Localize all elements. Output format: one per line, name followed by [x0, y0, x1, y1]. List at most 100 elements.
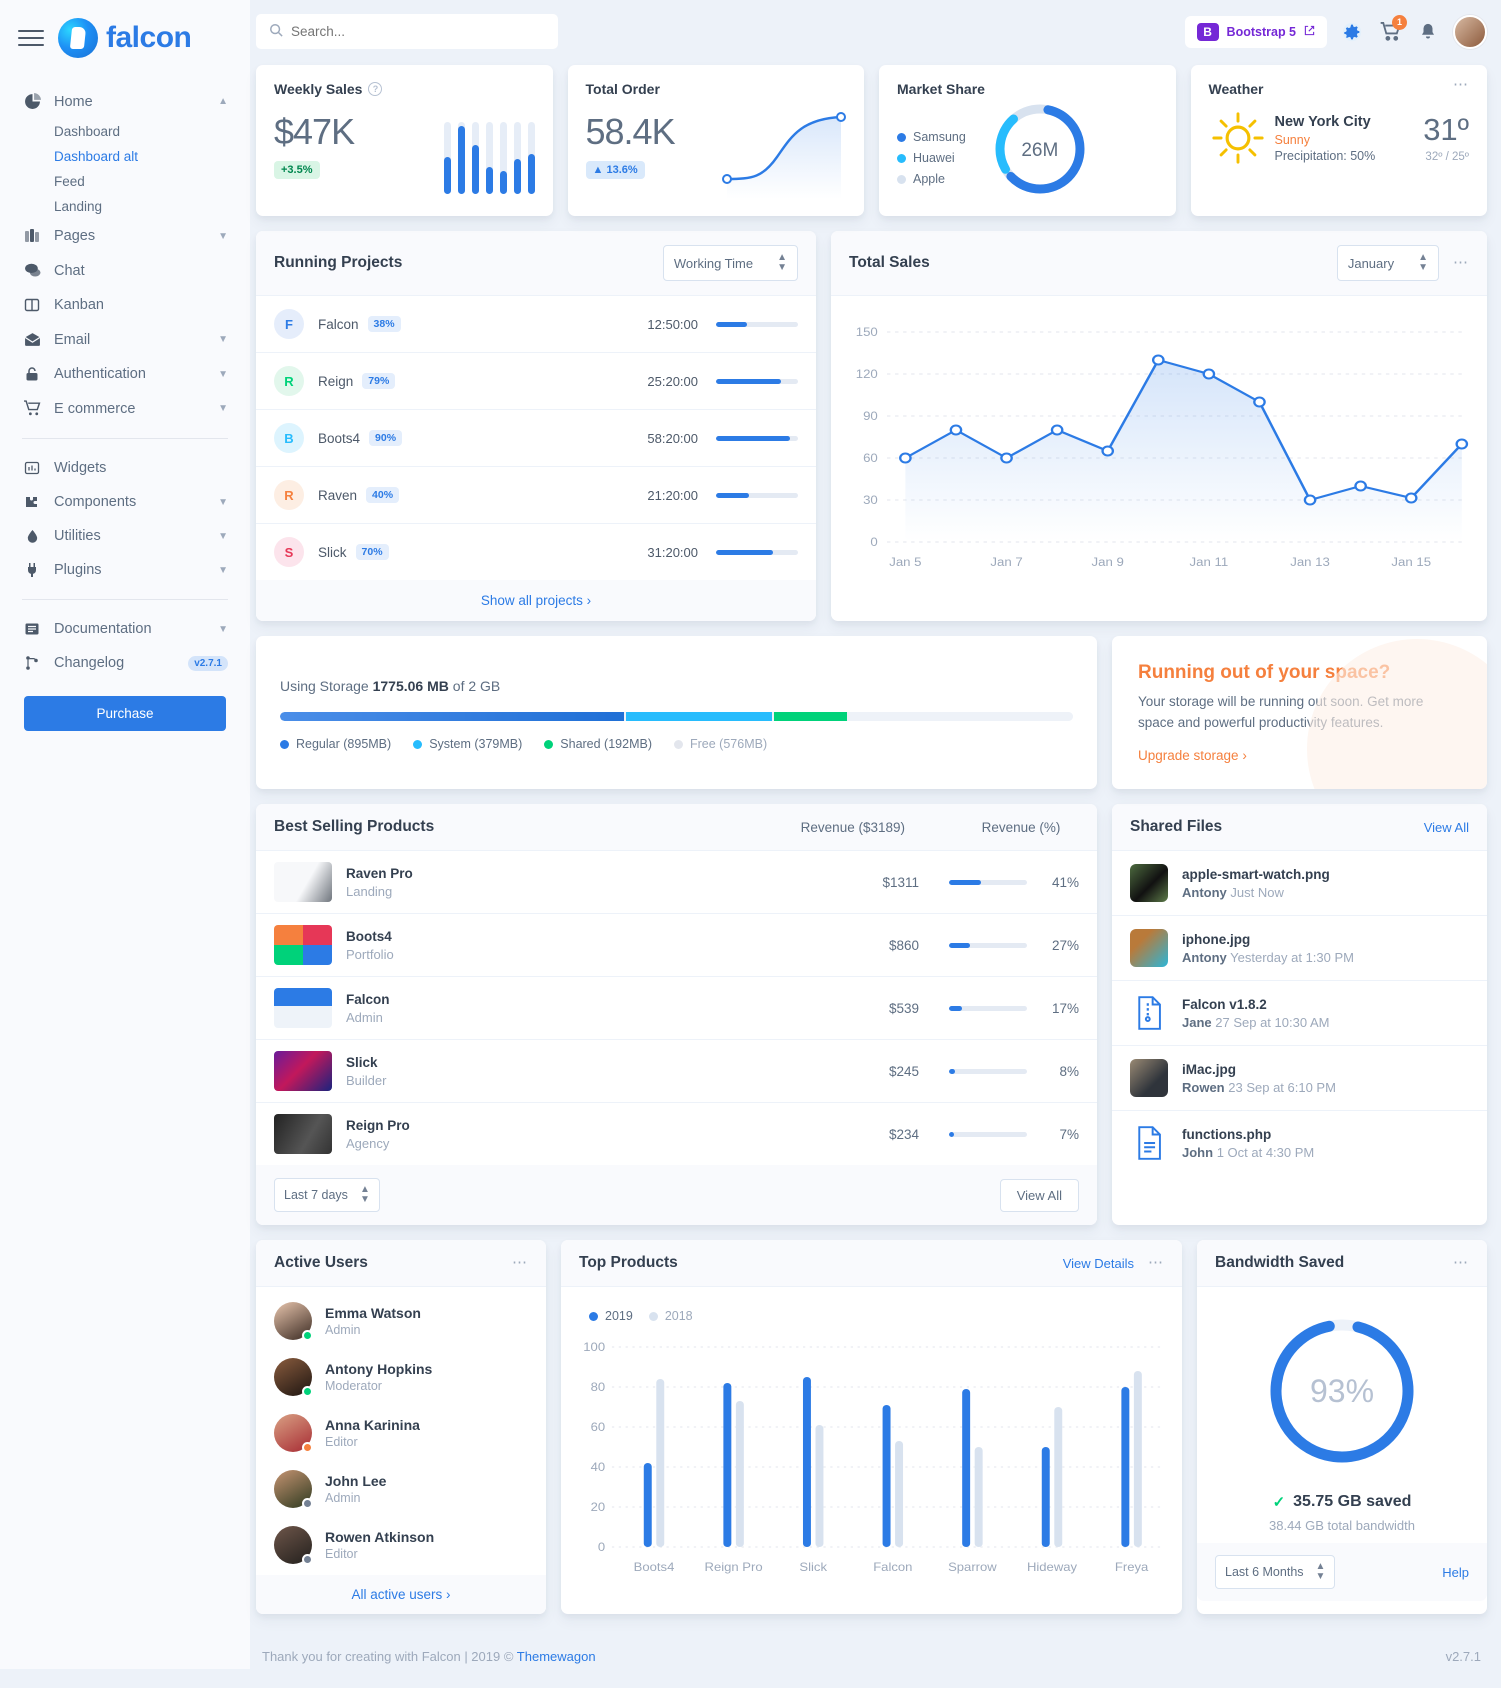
- legend-dot: [897, 153, 906, 163]
- bell-icon[interactable]: [1415, 19, 1441, 45]
- table-row[interactable]: F Falcon 38% 12:50:00: [256, 296, 816, 353]
- chevron-down-icon[interactable]: ▼: [218, 623, 228, 635]
- product-progress: [949, 879, 1027, 885]
- weather-menu-icon[interactable]: ⋯: [1453, 76, 1469, 93]
- project-progress: [716, 435, 798, 441]
- legend-item: Huawei: [897, 151, 966, 165]
- sidebar-item-home[interactable]: Home ▲: [12, 84, 238, 119]
- file-meta: Antony Yesterday at 1:30 PM: [1182, 949, 1354, 965]
- weekly-sales-title: Weekly Sales ?: [274, 81, 535, 97]
- svg-text:20: 20: [591, 1501, 606, 1514]
- search-box[interactable]: [256, 14, 558, 49]
- shared-files-header: Shared Files View All: [1112, 804, 1487, 851]
- table-row[interactable]: Reign Pro Agency $234 7%: [256, 1103, 1097, 1165]
- list-item[interactable]: Emma Watson Admin: [256, 1293, 546, 1349]
- list-item[interactable]: Antony Hopkins Moderator: [256, 1349, 546, 1405]
- weather-condition: Sunny: [1274, 132, 1310, 147]
- chevron-down-icon[interactable]: ▼: [218, 368, 228, 380]
- sidebar-item-ecommerce[interactable]: E commerce ▼: [12, 391, 238, 426]
- sidebar-item-documentation[interactable]: Documentation ▼: [12, 612, 238, 646]
- product-percent: 7%: [1059, 1126, 1079, 1142]
- bandwidth-saved-label: ✓ 35.75 GB saved: [1272, 1493, 1412, 1511]
- sidebar-item-widgets[interactable]: Widgets: [12, 451, 238, 485]
- view-details-link[interactable]: View Details: [1062, 1255, 1134, 1271]
- avatar[interactable]: [1453, 14, 1487, 49]
- list-item[interactable]: apple-smart-watch.png Antony Just Now: [1112, 851, 1487, 916]
- search-input[interactable]: [291, 24, 545, 39]
- legend-item[interactable]: 2018: [648, 1309, 693, 1323]
- chevron-down-icon[interactable]: ▼: [218, 564, 228, 576]
- sidebar-item-feed[interactable]: Feed: [54, 174, 85, 189]
- legend-dot: [413, 739, 423, 749]
- month-select[interactable]: January ▲ ▼: [1336, 245, 1439, 281]
- menu-toggle-icon[interactable]: [18, 25, 44, 51]
- sidebar-item-plugins[interactable]: Plugins ▼: [12, 553, 238, 587]
- list-item[interactable]: Rowen Atkinson Editor: [256, 1517, 546, 1573]
- top-products-menu-icon[interactable]: ⋯: [1148, 1254, 1164, 1271]
- product-percent: 17%: [1051, 1000, 1079, 1016]
- svg-text:Sparrow: Sparrow: [948, 1561, 997, 1574]
- date-range-select[interactable]: Last 7 days ▲ ▼: [274, 1178, 380, 1212]
- chevron-down-icon[interactable]: ▼: [218, 403, 228, 414]
- project-avatar: R: [274, 480, 304, 510]
- legend-item[interactable]: 2019: [589, 1309, 633, 1323]
- bandwidth-range-select[interactable]: Last 6 Months ▲ ▼: [1215, 1555, 1336, 1589]
- list-item[interactable]: iphone.jpg Antony Yesterday at 1:30 PM: [1112, 916, 1487, 981]
- list-item[interactable]: functions.php John 1 Oct at 4:30 PM: [1112, 1111, 1487, 1175]
- themewagon-link[interactable]: Themewagon: [516, 1649, 596, 1664]
- sidebar-item-changelog[interactable]: Changelog v2.7.1: [12, 646, 238, 680]
- list-item[interactable]: Falcon v1.8.2 Jane 27 Sep at 10:30 AM: [1112, 981, 1487, 1046]
- gear-icon[interactable]: [1339, 19, 1365, 45]
- chevron-down-icon[interactable]: ▼: [218, 496, 228, 508]
- chevron-down-icon[interactable]: ▼: [218, 530, 228, 542]
- shared-files-title: Shared Files: [1130, 818, 1223, 835]
- all-active-users-link[interactable]: All active users ›: [256, 1575, 546, 1614]
- sidebar-item-email[interactable]: Email ▼: [12, 322, 238, 357]
- legend-label: Shared (192MB): [560, 737, 652, 751]
- table-row[interactable]: R Reign 79% 25:20:00: [256, 353, 816, 410]
- chevron-up-icon[interactable]: ▲: [218, 96, 228, 107]
- purchase-button[interactable]: Purchase: [24, 696, 226, 731]
- sidebar-item-utilities[interactable]: Utilities ▼: [12, 519, 238, 553]
- chevron-down-icon[interactable]: ▼: [218, 230, 228, 242]
- view-all-products-button[interactable]: View All: [999, 1178, 1079, 1212]
- list-item[interactable]: iMac.jpg Rowen 23 Sep at 6:10 PM: [1112, 1046, 1487, 1111]
- cart-icon[interactable]: 1: [1377, 14, 1407, 45]
- sidebar-item-label: Widgets: [54, 460, 107, 476]
- show-all-projects-link[interactable]: Show all projects ›: [256, 580, 816, 621]
- sidebar-item-authentication[interactable]: Authentication ▼: [12, 357, 238, 391]
- bandwidth-menu-icon[interactable]: ⋯: [1453, 1254, 1469, 1271]
- sidebar-item-components[interactable]: Components ▼: [12, 485, 238, 519]
- help-icon[interactable]: ?: [368, 82, 383, 96]
- sidebar-item-landing[interactable]: Landing: [54, 199, 103, 214]
- sidebar-item-dashboard-alt[interactable]: Dashboard alt: [54, 149, 139, 164]
- upgrade-storage-link[interactable]: Upgrade storage ›: [1138, 747, 1247, 763]
- brand-logo[interactable]: falcon: [58, 18, 192, 58]
- total-sales-menu-icon[interactable]: ⋯: [1453, 254, 1469, 271]
- svg-text:Jan 5: Jan 5: [889, 556, 921, 569]
- table-row[interactable]: S Slick 70% 31:20:00: [256, 524, 816, 580]
- active-users-menu-icon[interactable]: ⋯: [512, 1254, 528, 1271]
- bootstrap-version-pill[interactable]: B Bootstrap 5: [1184, 15, 1327, 48]
- table-row[interactable]: Raven Pro Landing $1311 41%: [256, 851, 1097, 914]
- list-item[interactable]: Anna Karinina Editor: [256, 1405, 546, 1461]
- table-row[interactable]: Boots4 Portfolio $860 27%: [256, 914, 1097, 977]
- table-row[interactable]: R Raven 40% 21:20:00: [256, 467, 816, 524]
- status-badge: [302, 1386, 313, 1397]
- sidebar-item-kanban[interactable]: Kanban: [12, 288, 238, 322]
- sidebar-item-pages[interactable]: Pages ▼: [12, 219, 238, 253]
- product-revenue: $1311: [882, 874, 919, 890]
- table-row[interactable]: Falcon Admin $539 17%: [256, 977, 1097, 1040]
- working-time-value: Working Time: [673, 255, 754, 271]
- chevron-down-icon[interactable]: ▼: [218, 334, 228, 345]
- sidebar-item-dashboard[interactable]: Dashboard: [54, 124, 121, 139]
- falcon-mark-icon: [58, 18, 98, 58]
- shared-files-view-all-link[interactable]: View All: [1423, 819, 1469, 835]
- help-link[interactable]: Help: [1442, 1564, 1469, 1580]
- table-row[interactable]: B Boots4 90% 58:20:00: [256, 410, 816, 467]
- search-icon: [269, 23, 283, 40]
- working-time-select[interactable]: Working Time ▲ ▼: [662, 245, 798, 281]
- list-item[interactable]: John Lee Admin: [256, 1461, 546, 1517]
- sidebar-item-chat[interactable]: Chat: [12, 253, 238, 288]
- table-row[interactable]: Slick Builder $245 8%: [256, 1040, 1097, 1103]
